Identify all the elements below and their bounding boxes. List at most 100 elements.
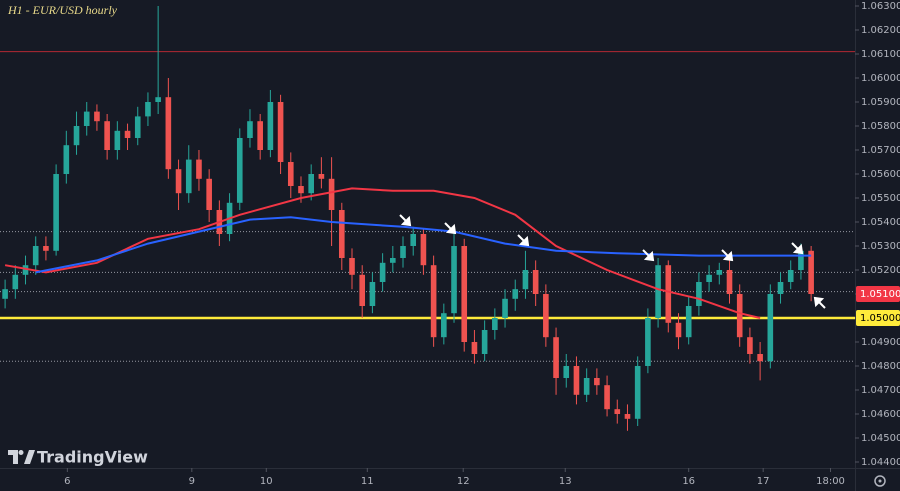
candle-body	[624, 414, 631, 419]
candle-body	[685, 306, 692, 338]
candle-body	[451, 246, 457, 314]
y-tick-label: 1.05600	[861, 169, 900, 180]
candle-body	[298, 186, 304, 194]
candle-body	[502, 298, 508, 318]
candle-body	[736, 294, 743, 338]
candle-body	[83, 111, 90, 126]
candle-body	[287, 162, 294, 186]
candle-body	[145, 102, 151, 117]
arrow	[813, 296, 826, 309]
x-tick-label: 17	[757, 476, 770, 487]
y-tick-label: 1.05200	[861, 265, 900, 276]
candle-body	[53, 174, 59, 251]
y-tick-label: 1.04500	[861, 433, 900, 444]
y-tick-label: 1.05300	[861, 241, 900, 252]
arrow	[444, 222, 457, 235]
candle-body	[594, 378, 600, 386]
candle-body	[471, 342, 478, 354]
candle-body	[706, 274, 712, 282]
chart-title: H1 - EUR/USD hourly	[7, 3, 118, 17]
settings-gear[interactable]	[874, 475, 886, 487]
x-tick-label: 12	[457, 476, 470, 487]
y-tick-label: 1.05900	[861, 97, 900, 108]
x-tick-label: 18:00	[816, 476, 845, 487]
candle-body	[645, 318, 651, 366]
x-tick-label: 16	[682, 476, 695, 487]
candle-body	[757, 354, 763, 362]
candle-body	[614, 409, 621, 414]
candle-body	[369, 282, 376, 306]
moving-average	[4, 187, 761, 319]
y-tick-label: 1.04600	[861, 409, 900, 420]
candle-body	[665, 265, 672, 323]
candle-body	[359, 274, 366, 306]
logo-icon	[24, 450, 35, 464]
candle-body	[196, 159, 202, 179]
candle-body	[206, 178, 212, 210]
candle-body	[512, 289, 519, 299]
arrow	[642, 249, 655, 262]
candle-body	[481, 330, 488, 354]
y-tick-label: 1.04900	[861, 337, 900, 348]
arrow	[721, 249, 734, 262]
settings-icon[interactable]	[874, 475, 886, 487]
y-tick-label: 1.06000	[861, 73, 900, 84]
candle-body	[716, 270, 723, 275]
candle-body	[675, 322, 682, 338]
candle-body	[236, 138, 243, 203]
candle-body	[328, 178, 335, 210]
price-badge-label: 1.05000	[860, 313, 900, 324]
candle-body	[420, 234, 427, 266]
y-tick-label: 1.06300	[861, 1, 900, 12]
logo: TradingView	[8, 448, 148, 467]
moving-average	[35, 216, 812, 274]
candle-body	[747, 337, 753, 354]
price-badge	[856, 286, 900, 302]
logo-icon	[8, 450, 18, 464]
y-tick-label: 1.06100	[861, 49, 900, 60]
candle-body	[492, 318, 498, 330]
candle-body	[165, 97, 172, 170]
candle-body	[634, 366, 641, 419]
candle-body	[104, 121, 110, 150]
candle-body	[185, 159, 192, 194]
arrow	[791, 242, 804, 255]
candle-body	[573, 366, 580, 395]
arrows	[399, 214, 826, 309]
arrow	[399, 214, 412, 227]
candle-body	[543, 294, 549, 338]
candle-body	[32, 246, 39, 266]
y-tick-label: 1.06200	[861, 25, 900, 36]
x-tick-label: 13	[559, 476, 572, 487]
settings-gear-center[interactable]	[878, 479, 882, 483]
candle-body	[553, 337, 559, 378]
candle-body	[63, 145, 70, 174]
candle-body	[777, 282, 784, 294]
candle-body	[175, 169, 182, 194]
x-tick-label: 6	[64, 476, 70, 487]
y-tick-label: 1.04400	[861, 457, 900, 468]
candle-body	[349, 258, 355, 275]
logo-icon	[18, 450, 24, 455]
candle-body	[308, 174, 314, 194]
candle-body	[410, 234, 417, 246]
y-tick-label: 1.05800	[861, 121, 900, 132]
candle-body	[583, 378, 590, 395]
candle-body	[400, 246, 406, 258]
candle-body	[379, 262, 386, 282]
candle-body	[522, 270, 529, 290]
y-tick-label: 1.04700	[861, 385, 900, 396]
y-tick-label: 1.04800	[861, 361, 900, 372]
candle-body	[808, 250, 814, 294]
candle-body	[267, 102, 274, 150]
candle-body	[441, 313, 447, 338]
candle-body	[12, 274, 19, 290]
candle-body	[696, 282, 702, 306]
candle-body	[655, 265, 661, 318]
candle-body	[257, 121, 263, 150]
candle-body	[318, 174, 325, 179]
candle-body	[73, 126, 80, 146]
candle-body	[247, 121, 253, 138]
